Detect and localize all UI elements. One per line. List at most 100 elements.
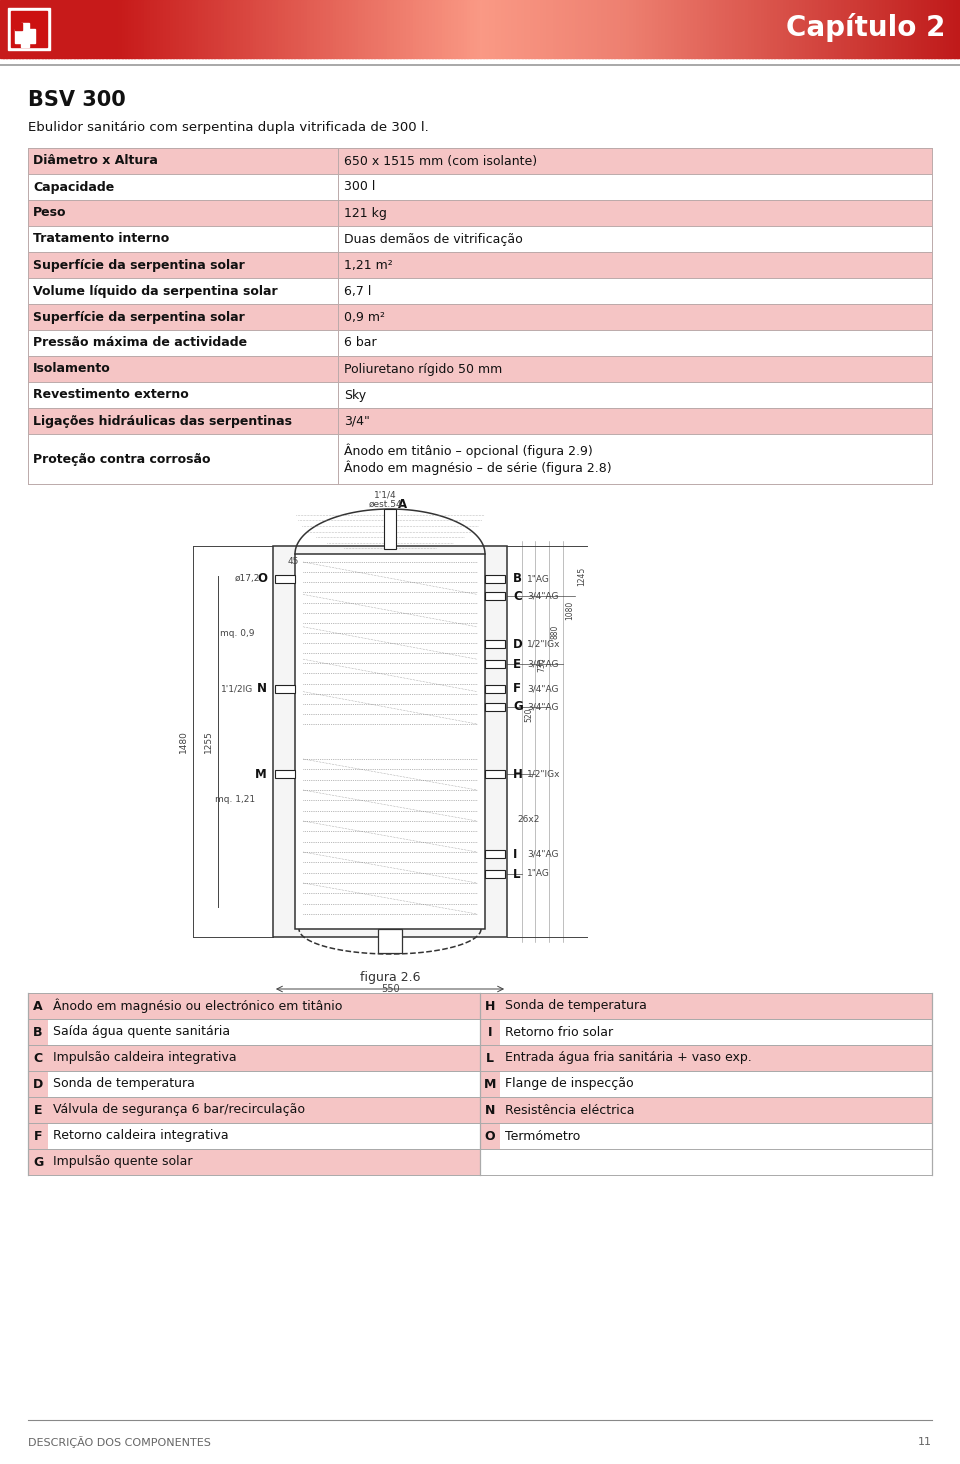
Bar (804, 0, 807, 59)
Bar (28, 278, 932, 305)
Bar (928, 0, 932, 59)
Bar (797, 0, 801, 59)
Text: E: E (34, 1104, 42, 1117)
Bar (48, 0, 52, 59)
Bar (518, 0, 522, 59)
Bar (228, 0, 231, 59)
Bar (28, 1019, 480, 1045)
Bar (336, 0, 340, 59)
Bar (444, 0, 449, 59)
Bar (8, 7, 50, 50)
Bar (281, 0, 286, 59)
Text: Ânodo em magnésio ou electrónico em titânio: Ânodo em magnésio ou electrónico em titâ… (53, 998, 343, 1013)
Text: N: N (485, 1104, 495, 1117)
Bar (614, 0, 618, 59)
Bar (429, 0, 433, 59)
Bar (944, 0, 948, 59)
Bar (560, 0, 564, 59)
Bar (108, 0, 113, 59)
Bar (320, 0, 324, 59)
Bar (28, 174, 932, 201)
Bar (512, 0, 516, 59)
Text: Capacidade: Capacidade (33, 180, 114, 193)
Bar (838, 0, 843, 59)
Bar (189, 0, 193, 59)
Bar (326, 0, 330, 59)
Text: Flange de inspecção: Flange de inspecção (505, 1078, 634, 1091)
Text: 3/4"AG: 3/4"AG (527, 591, 559, 600)
Bar (28, 1123, 48, 1149)
Text: 1255: 1255 (204, 731, 213, 752)
Bar (485, 685, 505, 692)
Bar (953, 0, 958, 59)
Bar (485, 660, 505, 668)
Text: Duas demãos de vitrificação: Duas demãos de vitrificação (344, 233, 523, 246)
Bar (132, 0, 135, 59)
Bar (372, 0, 375, 59)
Bar (842, 0, 846, 59)
Bar (480, 1019, 500, 1045)
Text: D: D (33, 1078, 43, 1091)
Bar (480, 1019, 932, 1045)
Bar (941, 0, 945, 59)
Bar (288, 0, 292, 59)
Bar (720, 0, 724, 59)
Bar (948, 0, 951, 59)
Bar (329, 0, 334, 59)
Text: G: G (513, 700, 523, 713)
Text: F: F (34, 1130, 42, 1142)
Bar (588, 0, 593, 59)
Bar (11, 12, 47, 47)
Bar (300, 0, 305, 59)
Bar (909, 0, 913, 59)
Bar (307, 0, 311, 59)
Bar (924, 0, 929, 59)
Bar (343, 0, 347, 59)
Bar (28, 1149, 480, 1176)
Bar (480, 1072, 932, 1097)
Text: Ebulidor sanitário com serpentina dupla vitrificada de 300 l.: Ebulidor sanitário com serpentina dupla … (28, 122, 429, 135)
Bar (592, 0, 596, 59)
Bar (900, 0, 903, 59)
Text: Isolamento: Isolamento (33, 363, 110, 375)
Text: 26x2: 26x2 (517, 814, 540, 823)
Text: G: G (33, 1155, 43, 1168)
Bar (365, 0, 369, 59)
Bar (813, 0, 817, 59)
Bar (160, 0, 164, 59)
Bar (387, 0, 392, 59)
Bar (547, 0, 551, 59)
Bar (230, 0, 234, 59)
Bar (780, 0, 785, 59)
Bar (717, 0, 721, 59)
Bar (275, 575, 295, 583)
Bar (544, 0, 548, 59)
Bar (224, 0, 228, 59)
Bar (934, 0, 939, 59)
Bar (723, 0, 728, 59)
Bar (391, 0, 395, 59)
Bar (736, 0, 740, 59)
Bar (835, 0, 839, 59)
Bar (727, 0, 731, 59)
Bar (854, 0, 858, 59)
Bar (708, 0, 711, 59)
Text: Superfície da serpentina solar: Superfície da serpentina solar (33, 310, 245, 324)
Text: øest.54: øest.54 (369, 499, 402, 508)
Bar (473, 0, 478, 59)
Bar (70, 0, 75, 59)
Bar (208, 0, 212, 59)
Text: 880: 880 (551, 624, 560, 638)
Bar (576, 0, 580, 59)
Text: Resistência eléctrica: Resistência eléctrica (505, 1104, 635, 1117)
Bar (448, 0, 452, 59)
Bar (442, 0, 445, 59)
Bar (480, 0, 484, 59)
Bar (902, 0, 906, 59)
Bar (41, 0, 46, 59)
Bar (485, 851, 505, 858)
Text: figura 2.6: figura 2.6 (360, 971, 420, 984)
Bar (682, 0, 685, 59)
Bar (752, 0, 756, 59)
Text: F: F (513, 682, 521, 695)
